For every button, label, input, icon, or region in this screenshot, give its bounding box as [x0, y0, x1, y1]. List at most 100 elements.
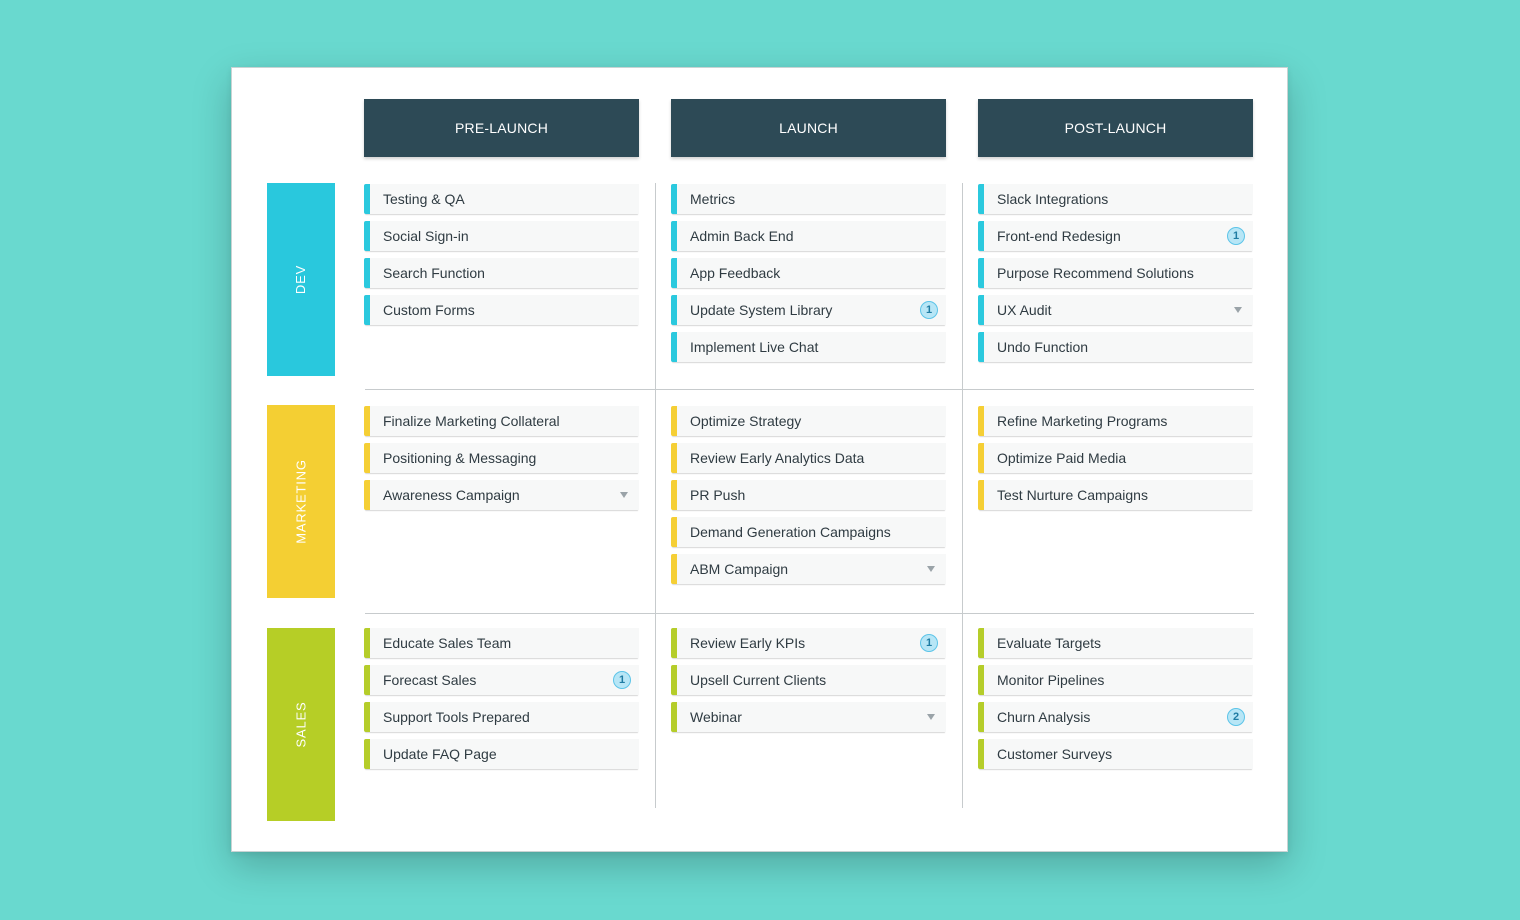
task-card[interactable]: Slack Integrations: [978, 184, 1253, 214]
task-card[interactable]: Optimize Strategy: [671, 406, 946, 436]
task-card[interactable]: Test Nurture Campaigns: [978, 480, 1253, 510]
task-card-label: Evaluate Targets: [997, 635, 1102, 651]
task-card[interactable]: Forecast Sales 1: [364, 665, 639, 695]
task-card-label: Admin Back End: [690, 228, 794, 244]
task-card-label: Webinar: [690, 709, 742, 725]
task-card-label: Update System Library: [690, 302, 833, 318]
task-card[interactable]: Churn Analysis 2: [978, 702, 1253, 732]
task-card-label: Refine Marketing Programs: [997, 413, 1168, 429]
task-card[interactable]: Customer Surveys: [978, 739, 1253, 769]
task-card[interactable]: Undo Function: [978, 332, 1253, 362]
lane-dev-pre-launch: Testing & QA Social Sign-in Search Functio…: [364, 184, 639, 332]
task-card[interactable]: ABM Campaign: [671, 554, 946, 584]
task-card-label: Custom Forms: [383, 302, 475, 318]
comment-count-badge[interactable]: 1: [920, 634, 938, 652]
task-card[interactable]: Purpose Recommend Solutions: [978, 258, 1253, 288]
lane-dev-post-launch: Slack Integrations Front-end Redesign 1 Pur…: [978, 184, 1253, 369]
task-card-label: Front-end Redesign: [997, 228, 1121, 244]
task-card[interactable]: Admin Back End: [671, 221, 946, 251]
row-label-dev-text: DEV: [293, 264, 309, 295]
row-label-sales: SALES: [267, 628, 335, 821]
task-card-label: Customer Surveys: [997, 746, 1113, 762]
task-card-label: Finalize Marketing Collateral: [383, 413, 560, 429]
task-card[interactable]: Implement Live Chat: [671, 332, 946, 362]
chevron-down-icon[interactable]: [1234, 307, 1242, 313]
column-header-pre-launch: PRE-LAUNCH: [364, 99, 639, 157]
lane-sales-post-launch: Evaluate Targets Monitor Pipelines Churn A…: [978, 628, 1253, 776]
comment-count-badge[interactable]: 1: [1227, 227, 1245, 245]
task-card[interactable]: Optimize Paid Media: [978, 443, 1253, 473]
task-card[interactable]: Metrics: [671, 184, 946, 214]
task-card[interactable]: Evaluate Targets: [978, 628, 1253, 658]
task-card-label: Educate Sales Team: [383, 635, 512, 651]
task-card[interactable]: Upsell Current Clients: [671, 665, 946, 695]
task-card[interactable]: App Feedback: [671, 258, 946, 288]
task-card-label: Review Early Analytics Data: [690, 450, 865, 466]
chevron-down-icon[interactable]: [927, 566, 935, 572]
task-card-label: Metrics: [690, 191, 736, 207]
lane-dev-launch: Metrics Admin Back End App Feedback Update …: [671, 184, 946, 369]
task-card[interactable]: Refine Marketing Programs: [978, 406, 1253, 436]
task-card-label: Social Sign-in: [383, 228, 469, 244]
task-card[interactable]: Review Early KPIs 1: [671, 628, 946, 658]
task-card[interactable]: Support Tools Prepared: [364, 702, 639, 732]
task-card[interactable]: Update FAQ Page: [364, 739, 639, 769]
column-header-launch: LAUNCH: [671, 99, 946, 157]
row-divider: [365, 613, 1254, 614]
task-card-label: Monitor Pipelines: [997, 672, 1105, 688]
roadmap-board: PRE-LAUNCH LAUNCH POST-LAUNCH DEV MARKET…: [231, 67, 1288, 852]
task-card-label: Demand Generation Campaigns: [690, 524, 891, 540]
task-card-label: Update FAQ Page: [383, 746, 497, 762]
task-card[interactable]: Social Sign-in: [364, 221, 639, 251]
task-card[interactable]: Update System Library 1: [671, 295, 946, 325]
task-card-label: Support Tools Prepared: [383, 709, 530, 725]
task-card-label: Positioning & Messaging: [383, 450, 537, 466]
task-card[interactable]: Finalize Marketing Collateral: [364, 406, 639, 436]
comment-count-badge[interactable]: 2: [1227, 708, 1245, 726]
lane-sales-launch: Review Early KPIs 1 Upsell Current Clients…: [671, 628, 946, 739]
task-card-label: Optimize Strategy: [690, 413, 802, 429]
task-card[interactable]: Custom Forms: [364, 295, 639, 325]
task-card-label: Test Nurture Campaigns: [997, 487, 1148, 503]
comment-count-badge[interactable]: 1: [920, 301, 938, 319]
column-divider: [655, 183, 656, 808]
chevron-down-icon[interactable]: [927, 714, 935, 720]
task-card-label: UX Audit: [997, 302, 1052, 318]
row-label-marketing: MARKETING: [267, 405, 335, 598]
lane-marketing-launch: Optimize Strategy Review Early Analytics …: [671, 406, 946, 591]
task-card[interactable]: Webinar: [671, 702, 946, 732]
task-card[interactable]: PR Push: [671, 480, 946, 510]
task-card[interactable]: UX Audit: [978, 295, 1253, 325]
task-card-label: App Feedback: [690, 265, 781, 281]
task-card[interactable]: Positioning & Messaging: [364, 443, 639, 473]
task-card[interactable]: Educate Sales Team: [364, 628, 639, 658]
task-card-label: PR Push: [690, 487, 746, 503]
task-card-label: Review Early KPIs: [690, 635, 806, 651]
lane-sales-pre-launch: Educate Sales Team Forecast Sales 1 Support…: [364, 628, 639, 776]
row-divider: [365, 389, 1254, 390]
lane-marketing-post-launch: Refine Marketing Programs Optimize Paid M…: [978, 406, 1253, 517]
task-card[interactable]: Demand Generation Campaigns: [671, 517, 946, 547]
task-card-label: Upsell Current Clients: [690, 672, 827, 688]
column-header-post-launch: POST-LAUNCH: [978, 99, 1253, 157]
task-card-label: Awareness Campaign: [383, 487, 520, 503]
row-label-sales-text: SALES: [293, 701, 309, 748]
task-card[interactable]: Search Function: [364, 258, 639, 288]
comment-count-badge[interactable]: 1: [613, 671, 631, 689]
task-card-label: Undo Function: [997, 339, 1089, 355]
column-divider: [962, 183, 963, 808]
task-card-label: Churn Analysis: [997, 709, 1091, 725]
task-card[interactable]: Front-end Redesign 1: [978, 221, 1253, 251]
lane-marketing-pre-launch: Finalize Marketing Collateral Positioning…: [364, 406, 639, 517]
task-card[interactable]: Review Early Analytics Data: [671, 443, 946, 473]
row-label-dev: DEV: [267, 183, 335, 376]
task-card-label: Testing & QA: [383, 191, 465, 207]
task-card[interactable]: Awareness Campaign: [364, 480, 639, 510]
task-card-label: Implement Live Chat: [690, 339, 819, 355]
task-card-label: Slack Integrations: [997, 191, 1109, 207]
task-card-label: Purpose Recommend Solutions: [997, 265, 1194, 281]
task-card[interactable]: Monitor Pipelines: [978, 665, 1253, 695]
task-card-label: Forecast Sales: [383, 672, 477, 688]
chevron-down-icon[interactable]: [620, 492, 628, 498]
task-card[interactable]: Testing & QA: [364, 184, 639, 214]
